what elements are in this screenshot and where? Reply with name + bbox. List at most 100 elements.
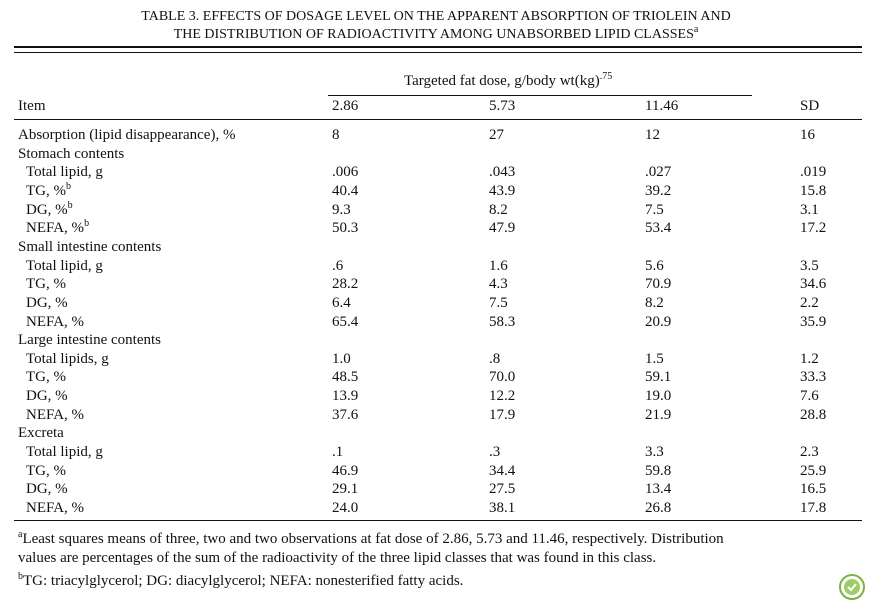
cell-value: 1.2 [800, 350, 819, 367]
top-rule [14, 46, 862, 48]
cell-value: 48.5 [332, 369, 359, 386]
cell-value: 17.2 [800, 220, 827, 237]
label-text: NEFA, % [26, 406, 85, 423]
label-text: DG, % [26, 201, 68, 218]
cell-value: 24.0 [332, 500, 359, 516]
label-text: Total lipid, g [26, 257, 103, 274]
footnote: aLeast squares means of three, two and t… [18, 530, 724, 548]
footnote-mark: b [84, 218, 90, 230]
column-header: 5.73 [489, 98, 516, 114]
title-note: a [693, 24, 699, 35]
section-label: Excreta [18, 424, 64, 442]
table-title: TABLE 3. EFFECTS OF DOSAGE LEVEL ON THE … [0, 8, 872, 26]
cell-value: 13.4 [645, 481, 672, 498]
label-text: Total lipids, g [26, 350, 109, 367]
cell-value: 29.1 [332, 481, 359, 498]
row-label: DG, % [26, 387, 68, 405]
footnote-mark: b [66, 180, 71, 192]
cell-value: 43.9 [489, 182, 516, 199]
label-text: DG, % [26, 481, 68, 498]
cell-value: 25.9 [800, 462, 827, 479]
row-label: Total lipid, g [26, 257, 103, 275]
cell-value: 9.3 [332, 201, 351, 218]
cell-value: 1.0 [332, 350, 351, 367]
cell-value: 17.9 [489, 406, 516, 423]
cell-value: 20.9 [645, 313, 672, 330]
row-label: NEFA, % [26, 313, 84, 331]
column-header: Item [18, 98, 46, 114]
row-label: TG, % [26, 462, 66, 480]
cell-value: 8 [332, 127, 340, 143]
label-text: Large intestine contents [18, 332, 162, 349]
label-text: TG, % [26, 182, 66, 199]
spanner-header: Targeted fat dose, g/body wt(kg).75 [404, 72, 612, 90]
cell-value: 16 [800, 127, 815, 143]
cell-value: 39.2 [645, 182, 672, 199]
row-label: DG, % [26, 294, 68, 312]
cell-value: 65.4 [332, 313, 359, 330]
cell-value: 8.2 [489, 201, 508, 218]
footnote-mark: a [18, 529, 23, 540]
section-label: Small intestine contents [18, 238, 161, 256]
table-title: THE DISTRIBUTION OF RADIOACTIVITY AMONG … [0, 24, 872, 44]
cell-value: 3.3 [645, 444, 664, 461]
row-label: TG, % [26, 368, 66, 386]
cell-value: 7.5 [489, 294, 508, 311]
footnote: bTG: triacylglycerol; DG: diacylglycerol… [18, 572, 463, 590]
cell-value: 5.6 [645, 257, 664, 274]
cell-value: 15.8 [800, 182, 827, 199]
cell-value: .027 [645, 164, 672, 181]
label-text: Absorption (lipid disappearance), % [18, 127, 236, 143]
column-header: 2.86 [332, 98, 359, 114]
cell-value: 70.0 [489, 369, 516, 386]
cell-value: 59.1 [645, 369, 672, 386]
label-text: NEFA, % [26, 220, 85, 237]
footnote-text: values are percentages of the sum of the… [18, 550, 657, 566]
label-text: TG, % [26, 276, 66, 293]
cell-value: .6 [332, 257, 344, 274]
label-text: TG, % [26, 462, 66, 479]
label-text: NEFA, % [26, 500, 85, 516]
cell-value: .8 [489, 350, 501, 367]
row-label: TG, %b [26, 180, 71, 200]
row-label: NEFA, %b [26, 219, 89, 237]
title-text: THE DISTRIBUTION OF RADIOACTIVITY AMONG … [173, 27, 694, 42]
cell-value: 13.9 [332, 388, 359, 405]
spanner-exp: .75 [599, 71, 613, 82]
cell-value: .019 [800, 164, 827, 181]
row-label: NEFA, % [26, 406, 84, 424]
row-label: NEFA, % [26, 499, 84, 517]
label-text: Stomach contents [18, 145, 125, 162]
row-label: DG, % [26, 480, 68, 498]
label-text: Total lipid, g [26, 444, 103, 461]
row-label: Total lipids, g [26, 350, 109, 368]
column-header: 11.46 [645, 98, 679, 114]
cell-value: 3.1 [800, 201, 819, 218]
label-text: Small intestine contents [18, 238, 162, 255]
label-text: DG, % [26, 294, 68, 311]
cell-value: 21.9 [645, 406, 672, 423]
cell-value: 37.6 [332, 406, 359, 423]
cell-value: 3.5 [800, 257, 819, 274]
bottom-rule [14, 520, 862, 521]
cell-value: .1 [332, 444, 344, 461]
cell-value: 27 [489, 127, 504, 143]
cell-value: .006 [332, 164, 359, 181]
row-label: DG, %b [26, 200, 73, 219]
cell-value: 34.4 [489, 462, 516, 479]
cell-value: 27.5 [489, 481, 516, 498]
row-label: Absorption (lipid disappearance), % [18, 126, 235, 144]
cell-value: 28.8 [800, 406, 827, 423]
section-label: Stomach contents [18, 145, 124, 163]
cell-value: 34.6 [800, 276, 827, 293]
cell-value: 58.3 [489, 313, 516, 330]
spanner-text: Targeted fat dose, g/body wt(kg) [404, 73, 600, 89]
top-rule [14, 52, 862, 53]
cell-value: 35.9 [800, 313, 827, 330]
label-text: DG, % [26, 388, 68, 405]
row-label: Total lipid, g [26, 163, 103, 181]
cell-value: 38.1 [489, 500, 516, 516]
cell-value: 12 [645, 127, 660, 143]
footnote-text: TG: triacylglycerol; DG: diacylglycerol;… [23, 573, 464, 589]
